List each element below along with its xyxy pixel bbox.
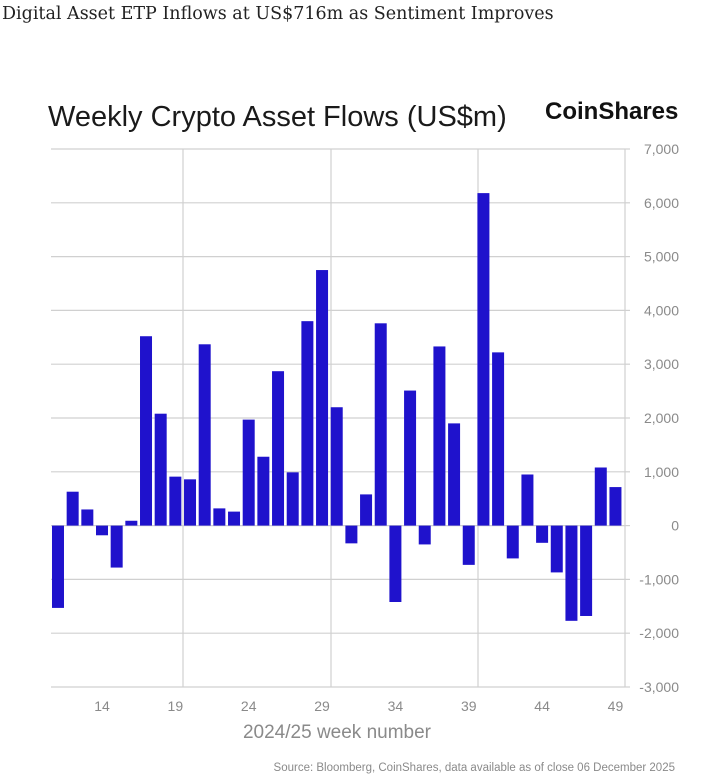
bar-week-19 — [169, 476, 182, 526]
bar-week-12 — [66, 491, 79, 526]
bar-week-14 — [96, 525, 108, 536]
bar-week-43 — [521, 474, 534, 526]
bar-week-47 — [580, 525, 593, 616]
chart-title: Weekly Crypto Asset Flows (US$m) — [48, 101, 507, 133]
bar-week-11 — [51, 525, 64, 608]
bar-week-18 — [154, 413, 167, 526]
x-tick-label: 24 — [241, 698, 257, 714]
x-tick-label: 14 — [94, 698, 110, 714]
article-headline: Digital Asset ETP Inflows at US$716m as … — [2, 4, 554, 24]
y-tick-label: 6,000 — [644, 195, 679, 211]
bar-week-20 — [184, 479, 197, 526]
bar-week-13 — [81, 509, 94, 526]
x-tick-label: 19 — [168, 698, 184, 714]
bar-week-27 — [286, 472, 299, 526]
y-tick-label: -3,000 — [639, 679, 679, 695]
y-tick-label: 2,000 — [644, 410, 679, 426]
bar-week-42 — [506, 525, 519, 559]
bar-week-17 — [140, 336, 153, 526]
bar-week-49 — [609, 487, 622, 526]
bar-week-45 — [550, 525, 563, 573]
x-tick-label: 34 — [388, 698, 404, 714]
bar-week-46 — [565, 525, 578, 621]
bar-week-28 — [301, 321, 314, 526]
y-tick-label: 5,000 — [644, 249, 679, 265]
bar-week-40 — [477, 193, 490, 526]
bar-week-38 — [448, 423, 461, 526]
bar-week-44 — [536, 525, 549, 543]
bar-week-31 — [345, 525, 358, 544]
bar-week-39 — [462, 525, 475, 565]
bar-week-23 — [228, 511, 241, 526]
x-tick-label: 49 — [608, 698, 624, 714]
bar-week-32 — [360, 494, 373, 526]
bar-week-15 — [110, 525, 123, 568]
x-tick-label: 39 — [461, 698, 477, 714]
bar-week-36 — [418, 525, 431, 545]
bar-week-21 — [198, 344, 211, 526]
bar-week-37 — [433, 346, 446, 526]
bar-week-26 — [272, 371, 285, 526]
y-tick-label: 4,000 — [644, 302, 679, 318]
x-axis-label: 2024/25 week number — [243, 722, 432, 743]
bar-week-16 — [125, 520, 138, 526]
x-tick-label: 44 — [534, 698, 550, 714]
y-tick-label: 0 — [671, 518, 679, 534]
x-tick-label: 29 — [314, 698, 330, 714]
bar-week-35 — [404, 390, 417, 526]
bar-week-34 — [389, 525, 402, 602]
coinshares-logo: CoinShares — [545, 98, 678, 125]
y-tick-label: -1,000 — [639, 571, 679, 587]
bar-week-25 — [257, 456, 270, 526]
bar-week-48 — [594, 467, 607, 526]
bar-week-24 — [242, 419, 255, 526]
bar-week-22 — [213, 508, 226, 526]
bar-week-29 — [316, 270, 329, 526]
bar-week-33 — [374, 323, 387, 526]
bar-week-30 — [330, 407, 343, 526]
y-tick-label: -2,000 — [639, 625, 679, 641]
bar-week-41 — [492, 352, 505, 526]
y-tick-label: 3,000 — [644, 356, 679, 372]
source-note: Source: Bloomberg, CoinShares, data avai… — [274, 762, 675, 774]
y-tick-label: 1,000 — [644, 464, 679, 480]
y-tick-label: 7,000 — [644, 141, 679, 157]
